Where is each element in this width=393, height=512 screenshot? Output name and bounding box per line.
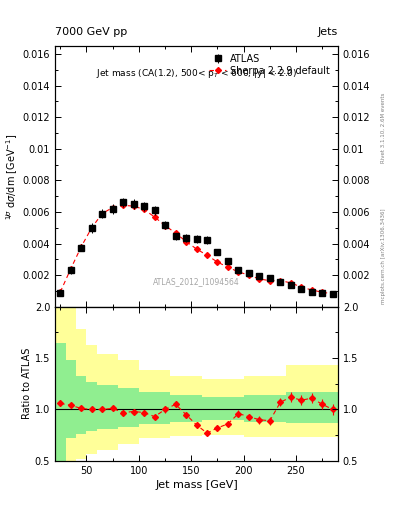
Text: mcplots.cern.ch [arXiv:1306.3436]: mcplots.cern.ch [arXiv:1306.3436] xyxy=(381,208,386,304)
Y-axis label: Ratio to ATLAS: Ratio to ATLAS xyxy=(22,348,32,419)
Text: Jet mass (CA(1.2), 500< p$_{T}$ < 600, |y| < 2.0): Jet mass (CA(1.2), 500< p$_{T}$ < 600, |… xyxy=(96,67,297,80)
Text: ATLAS_2012_I1094564: ATLAS_2012_I1094564 xyxy=(153,277,240,286)
Text: Jets: Jets xyxy=(318,27,338,37)
Y-axis label: $^{1\!/\!\sigma}$ d$\sigma$/dm [GeV$^{-1}$]: $^{1\!/\!\sigma}$ d$\sigma$/dm [GeV$^{-1… xyxy=(4,133,20,220)
Text: 7000 GeV pp: 7000 GeV pp xyxy=(55,27,127,37)
X-axis label: Jet mass [GeV]: Jet mass [GeV] xyxy=(155,480,238,490)
Text: Rivet 3.1.10, 2.6M events: Rivet 3.1.10, 2.6M events xyxy=(381,93,386,163)
Legend: ATLAS, Sherpa 2.2.9 default: ATLAS, Sherpa 2.2.9 default xyxy=(206,51,333,79)
